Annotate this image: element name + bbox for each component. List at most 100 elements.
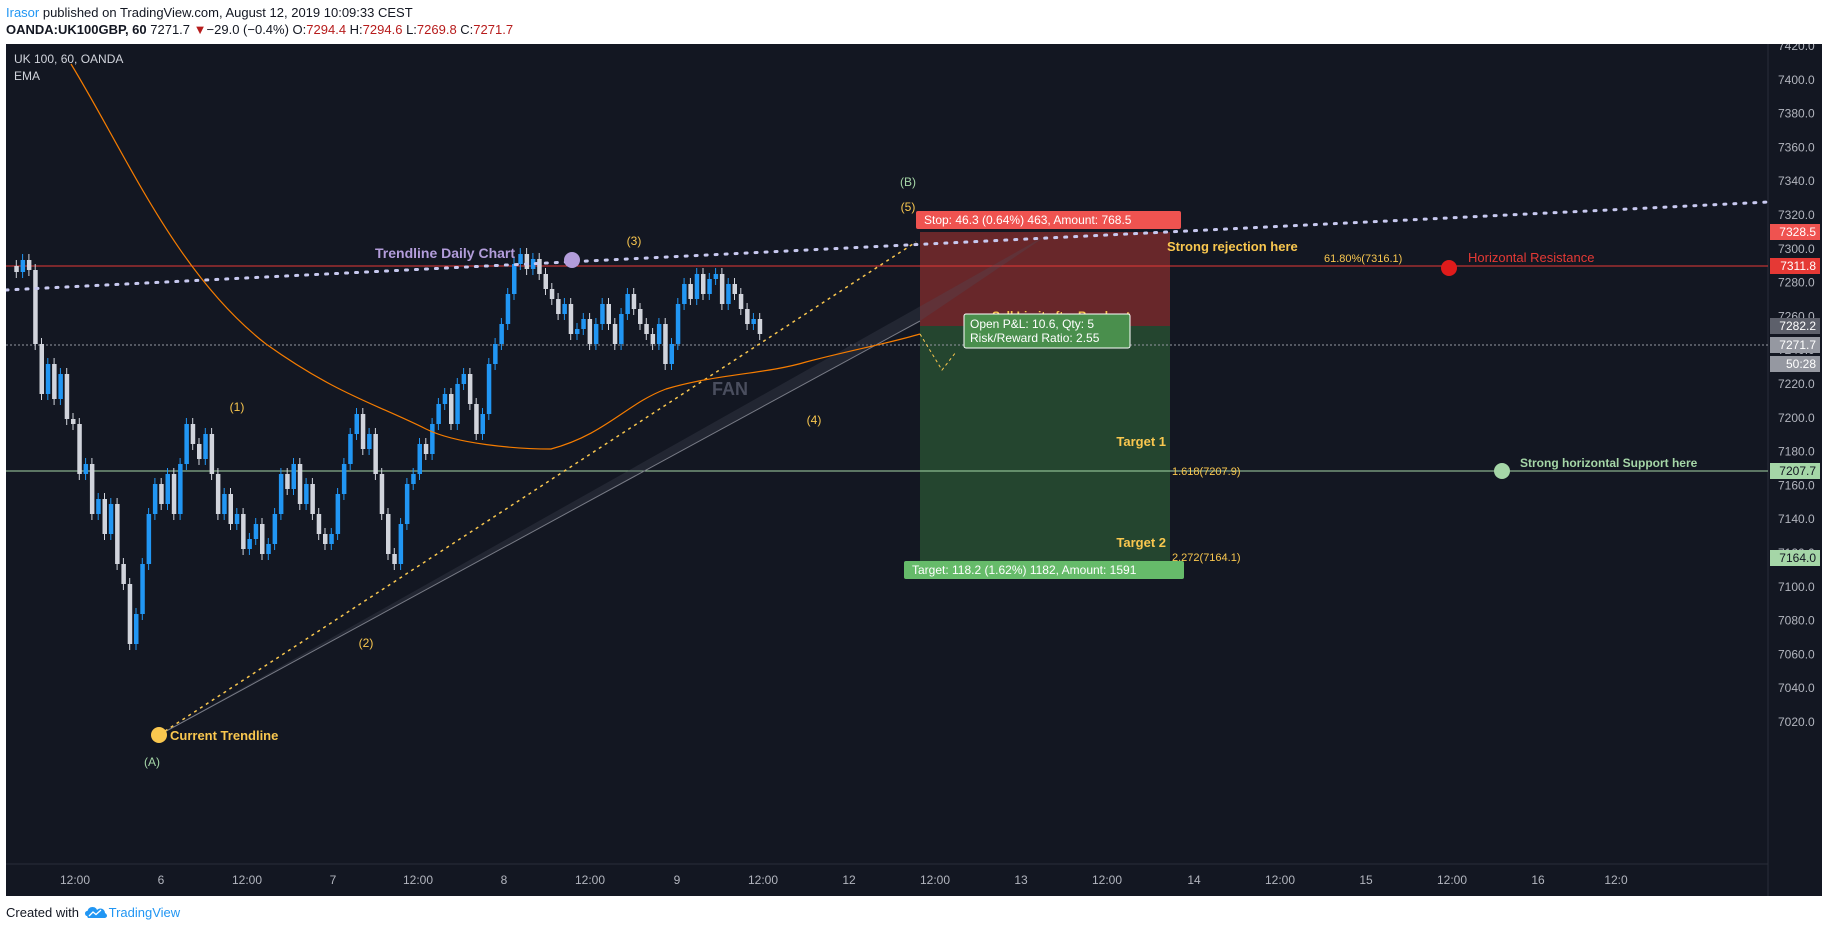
time-axis[interactable]: 12:00 6 12:00 7 12:00 8 12:00 9 12:00 12 12:00 13 12… xyxy=(60,873,1628,887)
price-tag-last xyxy=(1770,337,1820,353)
target-info-box[interactable] xyxy=(904,561,1184,579)
trendline-daily-label: Trendline Daily Chart xyxy=(375,245,515,261)
projection-path xyxy=(919,333,957,371)
candle-body xyxy=(45,364,51,394)
candle-body xyxy=(505,294,511,324)
candle-body xyxy=(247,539,252,549)
current-trendline-marker[interactable] xyxy=(151,727,167,743)
candle-body xyxy=(329,534,334,544)
candle-body xyxy=(650,334,656,344)
candle-body xyxy=(96,499,101,514)
candle-body xyxy=(234,514,240,524)
candle-body xyxy=(751,319,756,324)
low-value: 7269.8 xyxy=(416,22,457,37)
price-tick-label: 7080.0 xyxy=(1778,614,1815,628)
candle-body xyxy=(575,329,580,334)
resistance-marker[interactable] xyxy=(1441,260,1457,276)
legend-indicator[interactable]: EMA xyxy=(14,69,40,83)
time-tick-label: 12:00 xyxy=(1265,873,1295,887)
time-tick-label: 15 xyxy=(1359,873,1373,887)
candle-body xyxy=(33,270,38,344)
candle-body xyxy=(386,514,391,554)
candle-body xyxy=(631,294,637,309)
candle-body xyxy=(171,474,177,514)
candle-body xyxy=(26,260,32,270)
candle-body xyxy=(688,284,693,299)
wave-5-label: (5) xyxy=(901,200,916,214)
candle-body xyxy=(241,514,246,549)
wave-1-label: (1) xyxy=(230,400,245,414)
chart-header: Irasor published on TradingView.com, Aug… xyxy=(0,0,1828,44)
legend-title: UK 100, 60, OANDA xyxy=(14,52,123,66)
candle-body xyxy=(493,344,498,364)
high-value: 7294.6 xyxy=(362,22,403,37)
candle-body xyxy=(587,319,593,344)
time-tick-label: 14 xyxy=(1187,873,1201,887)
candle-body xyxy=(518,254,523,264)
candle-body xyxy=(77,424,82,474)
candle-body xyxy=(121,564,126,584)
rr-text: Risk/Reward Ratio: 2.55 xyxy=(970,331,1100,345)
candle-body xyxy=(398,524,404,564)
candle-body xyxy=(562,304,567,314)
wave-a-label: (A) xyxy=(144,755,160,769)
time-tick-label: 9 xyxy=(674,873,681,887)
price-tag-countdown xyxy=(1770,356,1820,372)
fan-area[interactable] xyxy=(159,232,1052,735)
candle-body xyxy=(499,324,504,344)
stop-zone[interactable] xyxy=(920,232,1170,326)
support-marker[interactable] xyxy=(1494,463,1510,479)
price-tick-label: 7140.0 xyxy=(1778,512,1815,526)
daily-trendline[interactable] xyxy=(6,200,1770,292)
candle-body xyxy=(701,274,706,294)
candle-body xyxy=(341,464,347,494)
target-zone[interactable] xyxy=(920,326,1170,579)
candle-body xyxy=(278,474,284,514)
price-tick-label: 7020.0 xyxy=(1778,715,1815,729)
tradingview-link[interactable]: TradingView xyxy=(108,905,181,920)
price-tick-label: 7040.0 xyxy=(1778,681,1815,695)
price-tick-label: 7360.0 xyxy=(1778,140,1815,154)
candle-body xyxy=(190,424,196,444)
price-tag-label: 50:28 xyxy=(1786,357,1816,371)
stop-info-box[interactable] xyxy=(916,211,1181,229)
strong-rejection-label: Strong rejection here xyxy=(1167,239,1298,254)
time-tick-label: 12:00 xyxy=(1092,873,1122,887)
close-value: 7271.7 xyxy=(473,22,514,37)
price-tick-label: 7180.0 xyxy=(1778,445,1815,459)
low-label: L: xyxy=(406,22,417,37)
price-tick-label: 7380.0 xyxy=(1778,107,1815,121)
support-label: Strong horizontal Support here xyxy=(1520,456,1698,470)
author-link[interactable]: Irasor xyxy=(6,5,40,20)
price-tick-label: 7400.0 xyxy=(1778,73,1815,87)
candle-body xyxy=(20,260,26,272)
candles xyxy=(14,248,763,650)
candle-body xyxy=(392,554,397,564)
chart-canvas[interactable]: 7420.0 7400.0 7380.0 7360.0 7340.0 7320.0 7300… xyxy=(6,44,1822,896)
candle-body xyxy=(197,444,202,459)
price-tag-resistance xyxy=(1770,258,1820,274)
fib-618-label: 61.80%(7316.1) xyxy=(1324,253,1402,265)
ohlc-line: OANDA:UK100GBP, 60 7271.7 ▼−29.0 (−0.4%)… xyxy=(6,22,513,37)
pl-info-box[interactable] xyxy=(963,313,1131,349)
price-tick-label: 7340.0 xyxy=(1778,174,1815,188)
candle-body xyxy=(260,524,265,554)
candle-body xyxy=(474,404,479,434)
wave-b-label: (B) xyxy=(900,175,916,189)
price-tag-label: 7271.7 xyxy=(1779,338,1816,352)
candle-body xyxy=(486,364,492,414)
candle-body xyxy=(272,514,278,544)
trendline-daily-marker[interactable] xyxy=(564,252,580,268)
candle-body xyxy=(285,474,290,489)
candle-body xyxy=(682,284,687,304)
candle-body xyxy=(335,494,341,534)
candle-body xyxy=(568,304,574,334)
candle-body xyxy=(625,294,630,314)
target1-label: Target 1 xyxy=(1116,434,1166,449)
candle-body xyxy=(115,504,120,564)
price-axis[interactable]: 7420.0 7400.0 7380.0 7360.0 7340.0 7320.0 7300… xyxy=(1778,44,1815,729)
price-tag-label: 7164.0 xyxy=(1779,551,1816,565)
fan-lower-line xyxy=(158,320,921,736)
candle-body xyxy=(159,484,164,504)
wave-2-label: (2) xyxy=(359,636,374,650)
